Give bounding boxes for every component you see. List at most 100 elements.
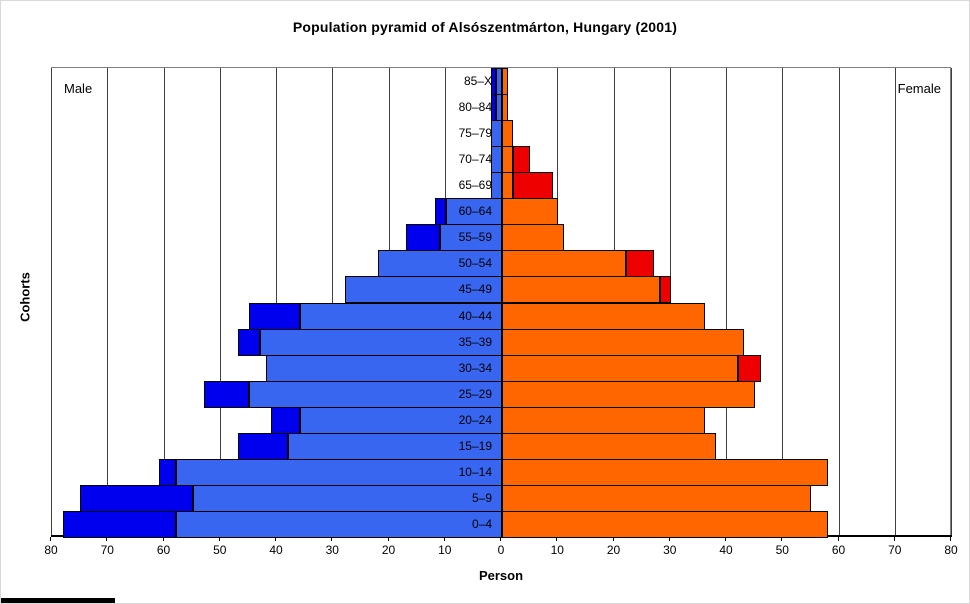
cohort-label: 35–39 bbox=[458, 334, 492, 349]
axis-tick-label: 20 bbox=[606, 543, 621, 557]
y-axis-label: Cohorts bbox=[17, 272, 33, 322]
gridline bbox=[51, 68, 52, 535]
axis-tick-label: 70 bbox=[888, 543, 902, 557]
cohort-label: 60–64 bbox=[458, 204, 492, 219]
axis-tick-mark bbox=[781, 537, 783, 541]
bar-female-surplus bbox=[513, 172, 553, 200]
bar-male-surplus bbox=[158, 458, 176, 486]
bar-male bbox=[490, 146, 502, 174]
cohort-label: 65–69 bbox=[458, 178, 492, 193]
gridline bbox=[726, 68, 727, 535]
axis-tick-mark bbox=[556, 537, 558, 541]
axis-tick-label: 60 bbox=[831, 543, 846, 557]
axis-tick-mark bbox=[218, 537, 220, 541]
bar-female bbox=[502, 432, 716, 460]
axis-tick-label: 20 bbox=[381, 543, 396, 557]
gridline bbox=[276, 68, 277, 535]
gridline bbox=[107, 68, 109, 535]
axis-tick-label: 50 bbox=[213, 543, 227, 557]
bar-male-surplus bbox=[237, 432, 289, 460]
bar-male bbox=[445, 198, 502, 226]
bar-female bbox=[502, 94, 508, 122]
gridline bbox=[219, 68, 221, 535]
axis-tick-label: 80 bbox=[944, 543, 958, 557]
axis-tick-mark bbox=[106, 537, 108, 541]
bar-female bbox=[502, 510, 829, 538]
axis-tick-label: 0 bbox=[497, 543, 505, 557]
male-side-label: Male bbox=[64, 81, 93, 96]
axis-tick-mark bbox=[725, 537, 726, 541]
chart-title: Population pyramid of Alsószentmárton, H… bbox=[292, 19, 678, 35]
axis-tick-label: 40 bbox=[719, 543, 733, 557]
axis-tick-label: 70 bbox=[100, 543, 114, 557]
cohort-label: 5–9 bbox=[471, 490, 492, 505]
female-side-label: Female bbox=[897, 81, 941, 96]
cohort-label: 45–49 bbox=[458, 282, 492, 297]
gridline bbox=[332, 68, 334, 535]
bar-female bbox=[502, 458, 829, 486]
bar-female-surplus bbox=[625, 250, 654, 278]
axis-tick-label: 40 bbox=[269, 543, 283, 557]
bar-female bbox=[502, 406, 705, 434]
cohort-label: 80–84 bbox=[458, 100, 492, 115]
bar-female bbox=[502, 276, 660, 304]
axis-tick-mark bbox=[50, 537, 51, 541]
axis-tick-label: 30 bbox=[325, 543, 339, 557]
bar-male-surplus bbox=[237, 328, 261, 356]
cohort-label: 40–44 bbox=[458, 308, 492, 323]
bar-male bbox=[496, 68, 502, 96]
bar-male-surplus bbox=[406, 224, 441, 252]
axis-tick-mark bbox=[837, 537, 839, 541]
bar-female bbox=[502, 484, 812, 512]
axis-tick-mark bbox=[950, 537, 951, 541]
bar-female bbox=[502, 380, 756, 408]
bar-male-surplus bbox=[434, 198, 446, 226]
bar-male bbox=[192, 484, 502, 512]
cohort-label: 30–34 bbox=[458, 360, 492, 375]
bar-male-surplus bbox=[203, 380, 249, 408]
axis-tick-label: 50 bbox=[775, 543, 789, 557]
axis-tick-mark bbox=[275, 537, 276, 541]
bar-female bbox=[502, 120, 514, 148]
bar-female bbox=[502, 198, 559, 226]
bar-female bbox=[502, 146, 514, 174]
gridline bbox=[894, 68, 896, 535]
cohort-label: 75–79 bbox=[458, 126, 492, 141]
bar-male bbox=[378, 250, 502, 278]
bar-male bbox=[344, 276, 502, 304]
gridline bbox=[838, 68, 840, 535]
bar-male-surplus bbox=[490, 68, 497, 96]
x-axis-label: Person bbox=[478, 568, 524, 583]
bar-male bbox=[288, 432, 502, 460]
bar-male bbox=[175, 510, 502, 538]
bar-female-surplus bbox=[659, 276, 671, 304]
axis-tick-mark bbox=[612, 537, 614, 541]
axis-tick-mark bbox=[668, 537, 670, 541]
gridline bbox=[163, 68, 165, 535]
bar-female bbox=[502, 328, 744, 356]
plot-area: 0–4 5–9 10–14 15–19 20–24 25–29 30–34 35–39 40–4… bbox=[51, 67, 952, 538]
bar-male bbox=[490, 172, 502, 200]
bar-female bbox=[502, 354, 739, 382]
cohort-label: 10–14 bbox=[458, 464, 492, 479]
cohort-label: 50–54 bbox=[458, 256, 492, 271]
bar-female bbox=[502, 250, 626, 278]
gridline bbox=[782, 68, 784, 535]
cohort-label: 20–24 bbox=[458, 412, 492, 427]
bar-female bbox=[502, 68, 508, 96]
axis-tick-label: 80 bbox=[44, 543, 58, 557]
bar-male-surplus bbox=[80, 484, 193, 512]
axis-tick-label: 60 bbox=[156, 543, 171, 557]
axis-tick-mark bbox=[162, 537, 164, 541]
bar-male-surplus bbox=[271, 406, 300, 434]
cohort-label: 70–74 bbox=[458, 152, 492, 167]
cohort-label: 0–4 bbox=[471, 516, 492, 531]
cohort-label: 85–X bbox=[463, 74, 492, 88]
axis-tick-mark bbox=[331, 537, 333, 541]
axis-tick-mark bbox=[893, 537, 895, 541]
bar-male bbox=[265, 354, 502, 382]
axis-tick-label: 10 bbox=[438, 543, 452, 557]
bar-male-surplus bbox=[63, 510, 176, 538]
axis-tick-mark bbox=[443, 537, 445, 541]
cohort-label: 15–19 bbox=[458, 438, 492, 453]
